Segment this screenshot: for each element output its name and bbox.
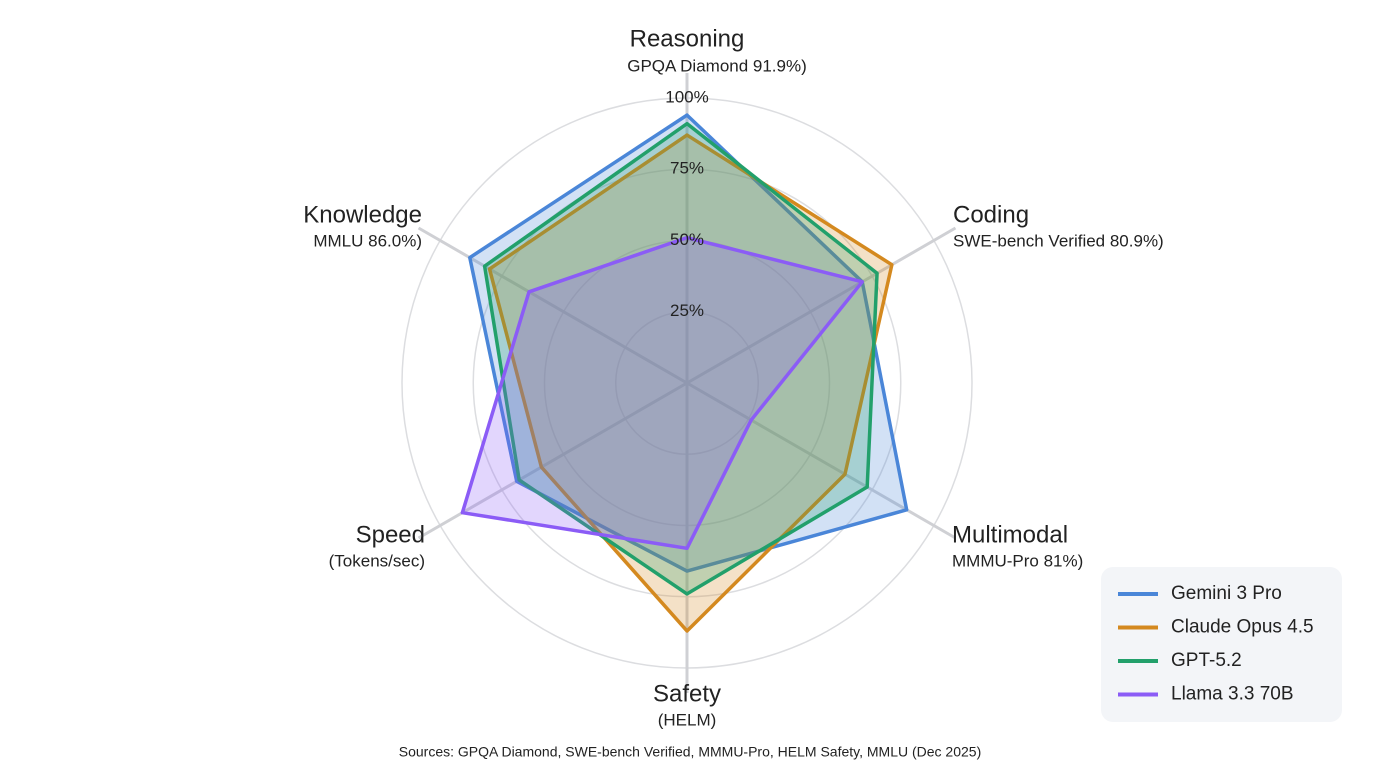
axis-label: Multimodal — [952, 521, 1068, 548]
axis-note: GPQA Diamond 91.9%) — [627, 56, 807, 75]
axis-note: MMMU-Pro 81%) — [952, 551, 1083, 570]
legend-label: Llama 3.3 70B — [1171, 684, 1294, 705]
series-area — [482, 121, 879, 596]
series-area — [487, 133, 894, 633]
r-tick-label: 50% — [670, 230, 704, 249]
source-note: Sources: GPQA Diamond, SWE-bench Verifie… — [399, 744, 981, 760]
series-area — [460, 235, 864, 551]
axis-note: MMLU 86.0%) — [313, 231, 422, 250]
axis-spoke — [417, 226, 688, 385]
axis-spoke — [686, 381, 957, 540]
axis-label: Safety — [653, 680, 721, 707]
axis-label: Coding — [953, 201, 1029, 228]
legend-label: Claude Opus 4.5 — [1171, 617, 1314, 638]
axis-note: (HELM) — [658, 710, 717, 729]
r-tick-label: 100% — [665, 87, 708, 106]
legend-box — [1101, 567, 1342, 722]
axis-label: Speed — [356, 521, 425, 548]
legend-label: Gemini 3 Pro — [1171, 583, 1282, 604]
axis-note: SWE-bench Verified 80.9%) — [953, 231, 1164, 250]
legend-label: GPT-5.2 — [1171, 650, 1242, 671]
axis-label: Knowledge — [303, 201, 422, 228]
axis-label: Reasoning — [630, 25, 745, 52]
axis-note: (Tokens/sec) — [329, 551, 425, 570]
axis-spoke — [686, 226, 957, 385]
r-tick-label: 25% — [670, 301, 704, 320]
r-tick-label: 75% — [670, 159, 704, 178]
